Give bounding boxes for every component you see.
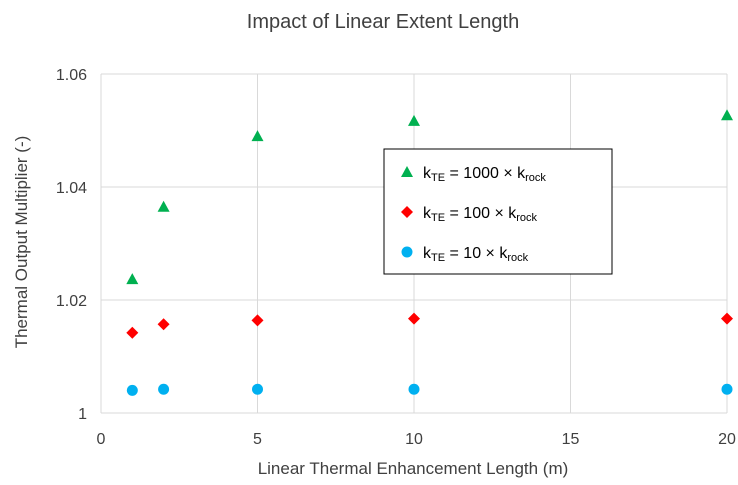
data-point-s1-1 [157,318,170,331]
x-tick-label: 20 [718,431,736,448]
chart-title: Impact of Linear Extent Length [247,11,519,33]
data-point-s1-3 [408,312,420,325]
data-point-s0-2 [251,130,264,142]
data-point-s0-4 [721,109,733,121]
data-point-s2-2 [252,383,263,395]
tick-labels: 1 1.02 1.04 1.06 0 5 10 15 20 [56,67,736,448]
data-point-s0-3 [408,114,420,126]
data-point-s1-2 [251,314,264,327]
y-axis-label: Thermal Output Multiplier (-) [12,136,31,349]
legend-marker [401,166,413,177]
x-tick-label: 5 [253,431,262,448]
x-axis-label: Linear Thermal Enhancement Length (m) [258,459,569,478]
y-tick-label: 1.04 [56,180,87,197]
y-tick-label: 1.02 [56,293,87,310]
data-point-s2-3 [408,383,420,395]
x-tick-label: 10 [405,431,423,448]
data-point-s0-1 [157,200,170,212]
y-tick-label: 1 [78,406,87,423]
legend-marker [401,246,413,258]
data-point-s0-0 [126,273,139,285]
legend-marker [401,206,413,218]
data-point-s2-1 [158,383,170,395]
legend-item-label: kTE = 10 × krock [423,245,529,264]
x-tick-label: 15 [562,431,580,448]
legend-box [383,148,613,275]
legend-item-label: kTE = 1000 × krock [423,165,546,184]
legend-item-label: kTE = 100 × krock [423,205,538,224]
y-tick-label: 1.06 [56,67,87,84]
data-point-s2-4 [721,383,733,395]
data-points [126,109,733,396]
x-tick-label: 0 [97,431,106,448]
legend: kTE = 1000 × krock kTE = 100 × krock kTE =… [383,148,613,275]
data-point-s1-0 [126,326,139,339]
data-point-s2-0 [126,384,138,396]
data-point-s1-4 [721,312,733,325]
